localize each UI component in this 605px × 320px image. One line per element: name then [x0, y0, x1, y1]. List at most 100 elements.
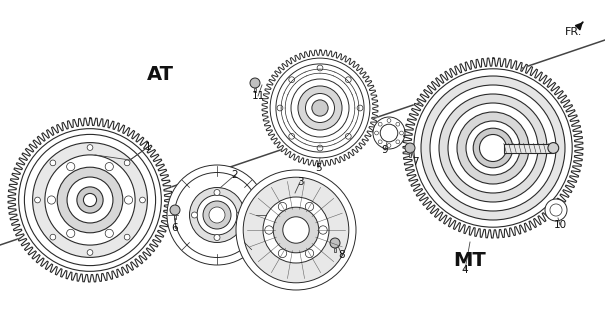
Circle shape [197, 195, 237, 235]
Circle shape [357, 105, 363, 111]
Circle shape [167, 165, 267, 265]
Circle shape [319, 226, 327, 234]
Circle shape [289, 77, 295, 83]
Text: FR.: FR. [565, 22, 583, 37]
Circle shape [480, 134, 506, 162]
Circle shape [276, 64, 364, 152]
Circle shape [306, 93, 335, 123]
Circle shape [87, 250, 93, 255]
Circle shape [291, 79, 349, 137]
Circle shape [466, 121, 520, 175]
Circle shape [306, 203, 314, 211]
Circle shape [414, 69, 572, 227]
Circle shape [289, 133, 295, 139]
Bar [174, 215, 176, 219]
Circle shape [439, 94, 547, 202]
Circle shape [312, 100, 328, 116]
Circle shape [236, 170, 356, 290]
Circle shape [50, 234, 56, 240]
Bar [334, 248, 336, 252]
Text: 9: 9 [382, 145, 388, 155]
Circle shape [448, 103, 538, 193]
Bar [409, 153, 411, 157]
Circle shape [345, 77, 351, 83]
Circle shape [67, 163, 75, 171]
Circle shape [140, 197, 145, 203]
Circle shape [396, 140, 400, 144]
Circle shape [457, 112, 529, 184]
Circle shape [19, 129, 162, 271]
Circle shape [105, 229, 113, 237]
Circle shape [214, 189, 220, 196]
Circle shape [33, 143, 148, 257]
Circle shape [330, 238, 340, 248]
Circle shape [57, 167, 123, 233]
Circle shape [77, 187, 103, 213]
Circle shape [421, 76, 565, 220]
Circle shape [374, 131, 379, 135]
Circle shape [317, 145, 323, 151]
Circle shape [250, 78, 260, 88]
Text: 4: 4 [462, 265, 468, 275]
Circle shape [67, 177, 113, 223]
Polygon shape [262, 50, 378, 166]
Text: 7: 7 [411, 157, 418, 167]
Circle shape [265, 226, 273, 234]
Circle shape [214, 235, 220, 241]
Circle shape [373, 117, 405, 149]
Circle shape [270, 58, 370, 158]
Circle shape [125, 196, 132, 204]
Text: 5: 5 [315, 163, 321, 173]
Circle shape [399, 131, 404, 135]
Circle shape [87, 145, 93, 150]
Circle shape [548, 143, 558, 153]
Circle shape [387, 144, 391, 148]
Bar [504, 143, 554, 153]
Text: 1: 1 [145, 142, 151, 152]
Circle shape [430, 85, 556, 211]
Circle shape [124, 160, 130, 166]
Circle shape [47, 196, 56, 204]
Circle shape [50, 160, 56, 166]
Circle shape [317, 65, 323, 71]
Circle shape [550, 204, 562, 216]
Circle shape [67, 229, 75, 237]
Circle shape [263, 197, 329, 263]
Circle shape [124, 234, 130, 240]
Polygon shape [8, 118, 172, 282]
Circle shape [387, 119, 391, 123]
Circle shape [209, 207, 225, 223]
Text: 10: 10 [554, 220, 566, 230]
Circle shape [243, 177, 349, 283]
Circle shape [83, 193, 97, 207]
Text: 6: 6 [172, 223, 178, 233]
Text: 8: 8 [339, 250, 345, 260]
Circle shape [396, 122, 400, 126]
Text: MT: MT [454, 251, 486, 269]
Circle shape [105, 163, 113, 171]
Circle shape [192, 212, 197, 218]
Circle shape [34, 197, 41, 203]
Circle shape [174, 172, 260, 258]
Bar [253, 88, 257, 92]
Circle shape [378, 140, 382, 144]
Circle shape [273, 207, 319, 253]
Circle shape [306, 249, 314, 258]
Text: 2: 2 [232, 170, 238, 180]
Circle shape [278, 249, 287, 258]
Circle shape [170, 205, 180, 215]
Circle shape [405, 143, 415, 153]
Circle shape [203, 201, 231, 229]
Circle shape [345, 133, 351, 139]
Circle shape [298, 86, 342, 130]
Circle shape [283, 217, 309, 243]
Circle shape [189, 188, 244, 243]
Circle shape [278, 203, 287, 211]
Circle shape [45, 155, 135, 245]
Polygon shape [403, 58, 583, 238]
Circle shape [473, 128, 513, 168]
Circle shape [545, 199, 567, 221]
Circle shape [24, 134, 155, 266]
Text: 11: 11 [251, 91, 264, 101]
Circle shape [380, 124, 398, 142]
